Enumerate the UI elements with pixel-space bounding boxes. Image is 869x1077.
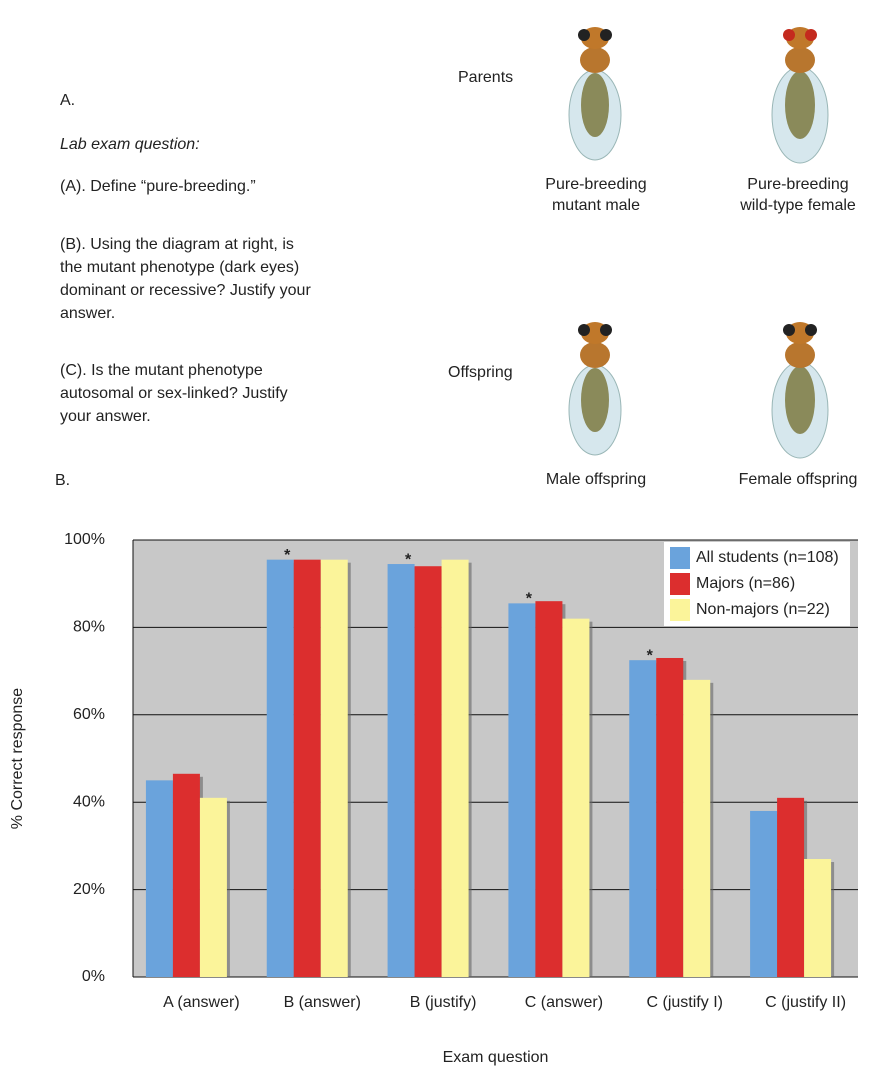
fly-image <box>568 27 622 161</box>
bar <box>656 657 684 977</box>
bar <box>535 601 563 977</box>
legend-swatch <box>670 599 690 621</box>
question-heading: Lab exam question: <box>60 136 200 153</box>
bar <box>804 859 832 977</box>
x-tick-label: C (answer) <box>525 994 603 1011</box>
legend-label: All students (n=108) <box>696 549 839 566</box>
bar <box>199 797 227 977</box>
bar <box>387 564 415 977</box>
x-tick-label: A (answer) <box>163 994 239 1011</box>
bar <box>145 780 173 977</box>
bar <box>508 603 536 977</box>
bar <box>414 566 442 977</box>
bar <box>441 559 469 977</box>
bar <box>562 618 590 977</box>
question-text: autosomal or sex-linked? Justify <box>60 385 288 402</box>
x-tick-label: C (justify I) <box>647 994 723 1011</box>
legend-label: Non-majors (n=22) <box>696 601 830 618</box>
bar <box>266 559 294 977</box>
y-tick-label: 80% <box>73 619 105 636</box>
row-label: Offspring <box>448 364 513 381</box>
bar <box>172 773 200 977</box>
bar <box>293 559 321 977</box>
significance-marker: * <box>405 551 412 568</box>
x-tick-label: C (justify II) <box>765 994 846 1011</box>
legend-swatch <box>670 573 690 595</box>
bar <box>683 679 711 977</box>
y-tick-label: 20% <box>73 881 105 898</box>
y-tick-label: 40% <box>73 793 105 810</box>
fly-image <box>771 27 829 164</box>
fly-caption: wild-type female <box>739 197 856 214</box>
row-label: Parents <box>458 69 513 86</box>
y-axis-label: % Correct response <box>9 688 26 829</box>
fly-caption: Female offspring <box>739 471 858 488</box>
bar <box>320 559 348 977</box>
legend-swatch <box>670 547 690 569</box>
panel-label: A. <box>60 92 75 109</box>
fly-images <box>568 27 829 459</box>
question-text: answer. <box>60 305 115 322</box>
x-axis-label: Exam question <box>443 1049 549 1066</box>
x-tick-label: B (justify) <box>410 994 477 1011</box>
significance-marker: * <box>526 591 533 608</box>
bar <box>750 810 778 977</box>
fly-caption: Male offspring <box>546 471 646 488</box>
significance-marker: * <box>284 547 291 564</box>
question-text: the mutant phenotype (dark eyes) <box>60 259 299 276</box>
question-text: (B). Using the diagram at right, is <box>60 236 294 253</box>
fly-caption: mutant male <box>552 197 640 214</box>
fly-caption: Pure-breeding <box>747 176 848 193</box>
fly-image <box>771 322 829 459</box>
bar <box>777 797 805 977</box>
y-tick-label: 100% <box>64 531 105 548</box>
fly-image <box>568 322 622 456</box>
question-text: (A). Define “pure-breeding.” <box>60 178 256 195</box>
legend-box <box>664 542 850 626</box>
question-text: dominant or recessive? Justify your <box>60 282 311 299</box>
question-text: your answer. <box>60 408 151 425</box>
panel-label: B. <box>55 472 70 489</box>
y-tick-label: 0% <box>82 968 105 985</box>
fly-caption: Pure-breeding <box>545 176 646 193</box>
x-tick-label: B (answer) <box>284 994 361 1011</box>
legend-label: Majors (n=86) <box>696 575 795 592</box>
significance-marker: * <box>647 647 654 664</box>
y-tick-label: 60% <box>73 706 105 723</box>
bar <box>629 660 657 977</box>
question-text: (C). Is the mutant phenotype <box>60 362 263 379</box>
